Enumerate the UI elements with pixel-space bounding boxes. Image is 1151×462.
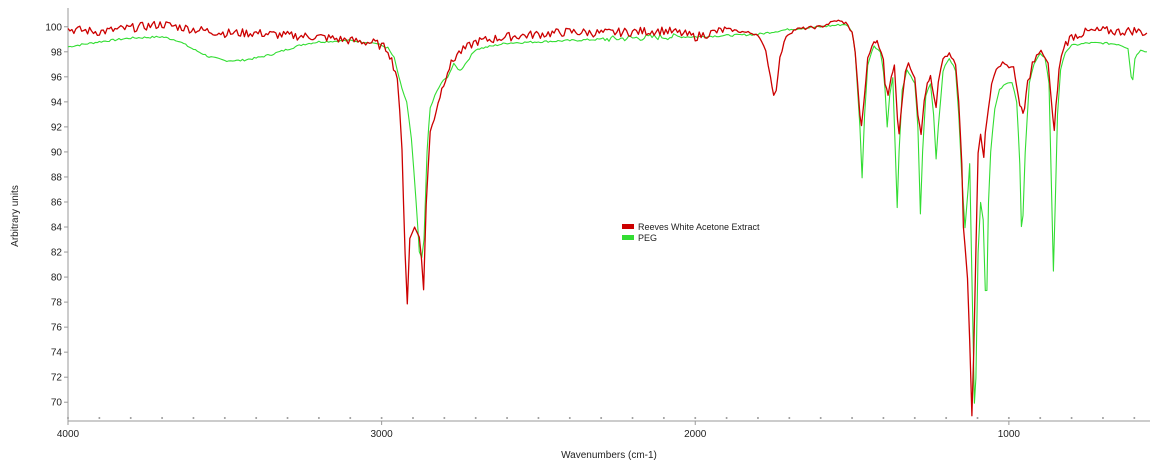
x-minor-tick <box>851 417 854 419</box>
x-minor-tick <box>98 417 101 419</box>
x-minor-tick <box>129 417 132 419</box>
x-minor-tick <box>1101 417 1104 419</box>
y-tick-label: 72 <box>51 373 63 384</box>
legend-swatch-reeves <box>622 224 634 229</box>
y-tick-label: 94 <box>51 97 63 108</box>
x-minor-tick <box>882 417 885 419</box>
x-tick-label: 1000 <box>998 429 1021 440</box>
x-axis-title: Wavenumbers (cm-1) <box>561 450 657 461</box>
x-minor-tick <box>1133 417 1136 419</box>
x-tick-label: 4000 <box>57 429 80 440</box>
x-minor-tick <box>223 417 226 419</box>
y-tick-label: 82 <box>51 248 63 259</box>
x-minor-tick <box>1007 417 1010 419</box>
legend-swatch-peg <box>622 235 634 240</box>
legend: Reeves White Acetone Extract PEG <box>622 222 760 243</box>
x-minor-tick <box>443 417 446 419</box>
y-axis-title: Arbitrary units <box>10 185 21 247</box>
legend-label-peg: PEG <box>638 233 657 243</box>
y-tick-label: 96 <box>51 72 63 83</box>
x-tick-label: 2000 <box>684 429 707 440</box>
x-minor-tick <box>1039 417 1042 419</box>
x-minor-tick <box>537 417 540 419</box>
y-tick-label: 84 <box>51 223 63 234</box>
x-minor-tick <box>600 417 603 419</box>
x-minor-tick <box>474 417 477 419</box>
x-minor-tick <box>1070 417 1073 419</box>
x-minor-tick <box>161 417 164 419</box>
y-tick-label: 90 <box>51 147 63 158</box>
y-tick-label: 98 <box>51 47 63 58</box>
x-minor-tick <box>788 417 791 419</box>
x-minor-tick <box>913 417 916 419</box>
x-minor-tick <box>568 417 571 419</box>
x-minor-tick <box>631 417 634 419</box>
y-tick-label: 70 <box>51 398 63 409</box>
x-minor-tick <box>192 417 195 419</box>
y-tick-label: 78 <box>51 298 63 309</box>
x-minor-tick <box>662 417 665 419</box>
x-axis-ticks: 4000 3000 2000 1000 <box>57 417 1136 440</box>
y-tick-label: 80 <box>51 273 63 284</box>
x-minor-tick <box>67 417 69 419</box>
x-minor-tick <box>506 417 509 419</box>
x-minor-tick <box>317 417 320 419</box>
y-axis-ticks: 70 72 74 76 78 80 82 84 86 88 90 92 94 96 98 100 <box>45 22 68 409</box>
x-minor-tick <box>255 417 258 419</box>
x-minor-tick <box>976 417 979 419</box>
x-minor-tick <box>725 417 728 419</box>
y-tick-label: 88 <box>51 172 63 183</box>
x-minor-tick <box>694 417 697 419</box>
y-tick-label: 100 <box>45 22 62 33</box>
series-line-reeves-white-acetone-extract <box>67 19 1148 417</box>
y-tick-label: 74 <box>51 348 63 359</box>
x-minor-tick <box>349 417 352 419</box>
legend-label-reeves: Reeves White Acetone Extract <box>638 222 760 232</box>
x-minor-tick <box>819 417 822 419</box>
x-minor-tick <box>945 417 948 419</box>
x-minor-tick <box>380 417 383 419</box>
y-tick-label: 92 <box>51 122 63 133</box>
y-tick-label: 76 <box>51 323 63 334</box>
series-line-peg <box>67 23 1147 404</box>
x-tick-label: 3000 <box>370 429 393 440</box>
y-tick-label: 86 <box>51 197 63 208</box>
series-group <box>67 19 1148 417</box>
x-minor-tick <box>286 417 289 419</box>
x-minor-tick <box>411 417 414 419</box>
x-minor-tick <box>756 417 759 419</box>
